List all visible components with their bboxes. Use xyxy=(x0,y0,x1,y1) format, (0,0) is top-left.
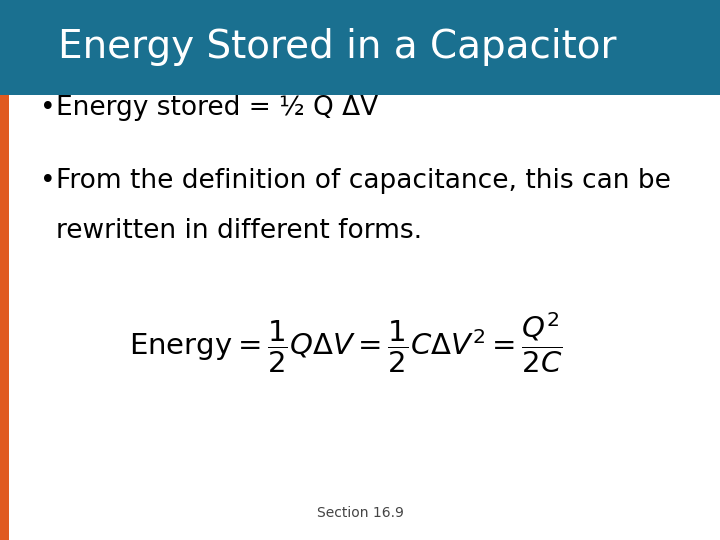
Text: •: • xyxy=(40,95,55,121)
Text: rewritten in different forms.: rewritten in different forms. xyxy=(56,218,423,244)
FancyBboxPatch shape xyxy=(0,94,9,540)
Text: Section 16.9: Section 16.9 xyxy=(317,506,403,520)
FancyBboxPatch shape xyxy=(0,0,720,94)
Text: Energy stored = ½ Q ΔV: Energy stored = ½ Q ΔV xyxy=(56,95,378,121)
Text: Energy Stored in a Capacitor: Energy Stored in a Capacitor xyxy=(58,28,616,66)
Text: •: • xyxy=(40,168,55,194)
Text: $\mathrm{Energy} = \dfrac{1}{2}Q\Delta V = \dfrac{1}{2}C\Delta V^2 = \dfrac{Q^2}: $\mathrm{Energy} = \dfrac{1}{2}Q\Delta V… xyxy=(129,311,562,375)
Text: From the definition of capacitance, this can be: From the definition of capacitance, this… xyxy=(56,168,671,194)
